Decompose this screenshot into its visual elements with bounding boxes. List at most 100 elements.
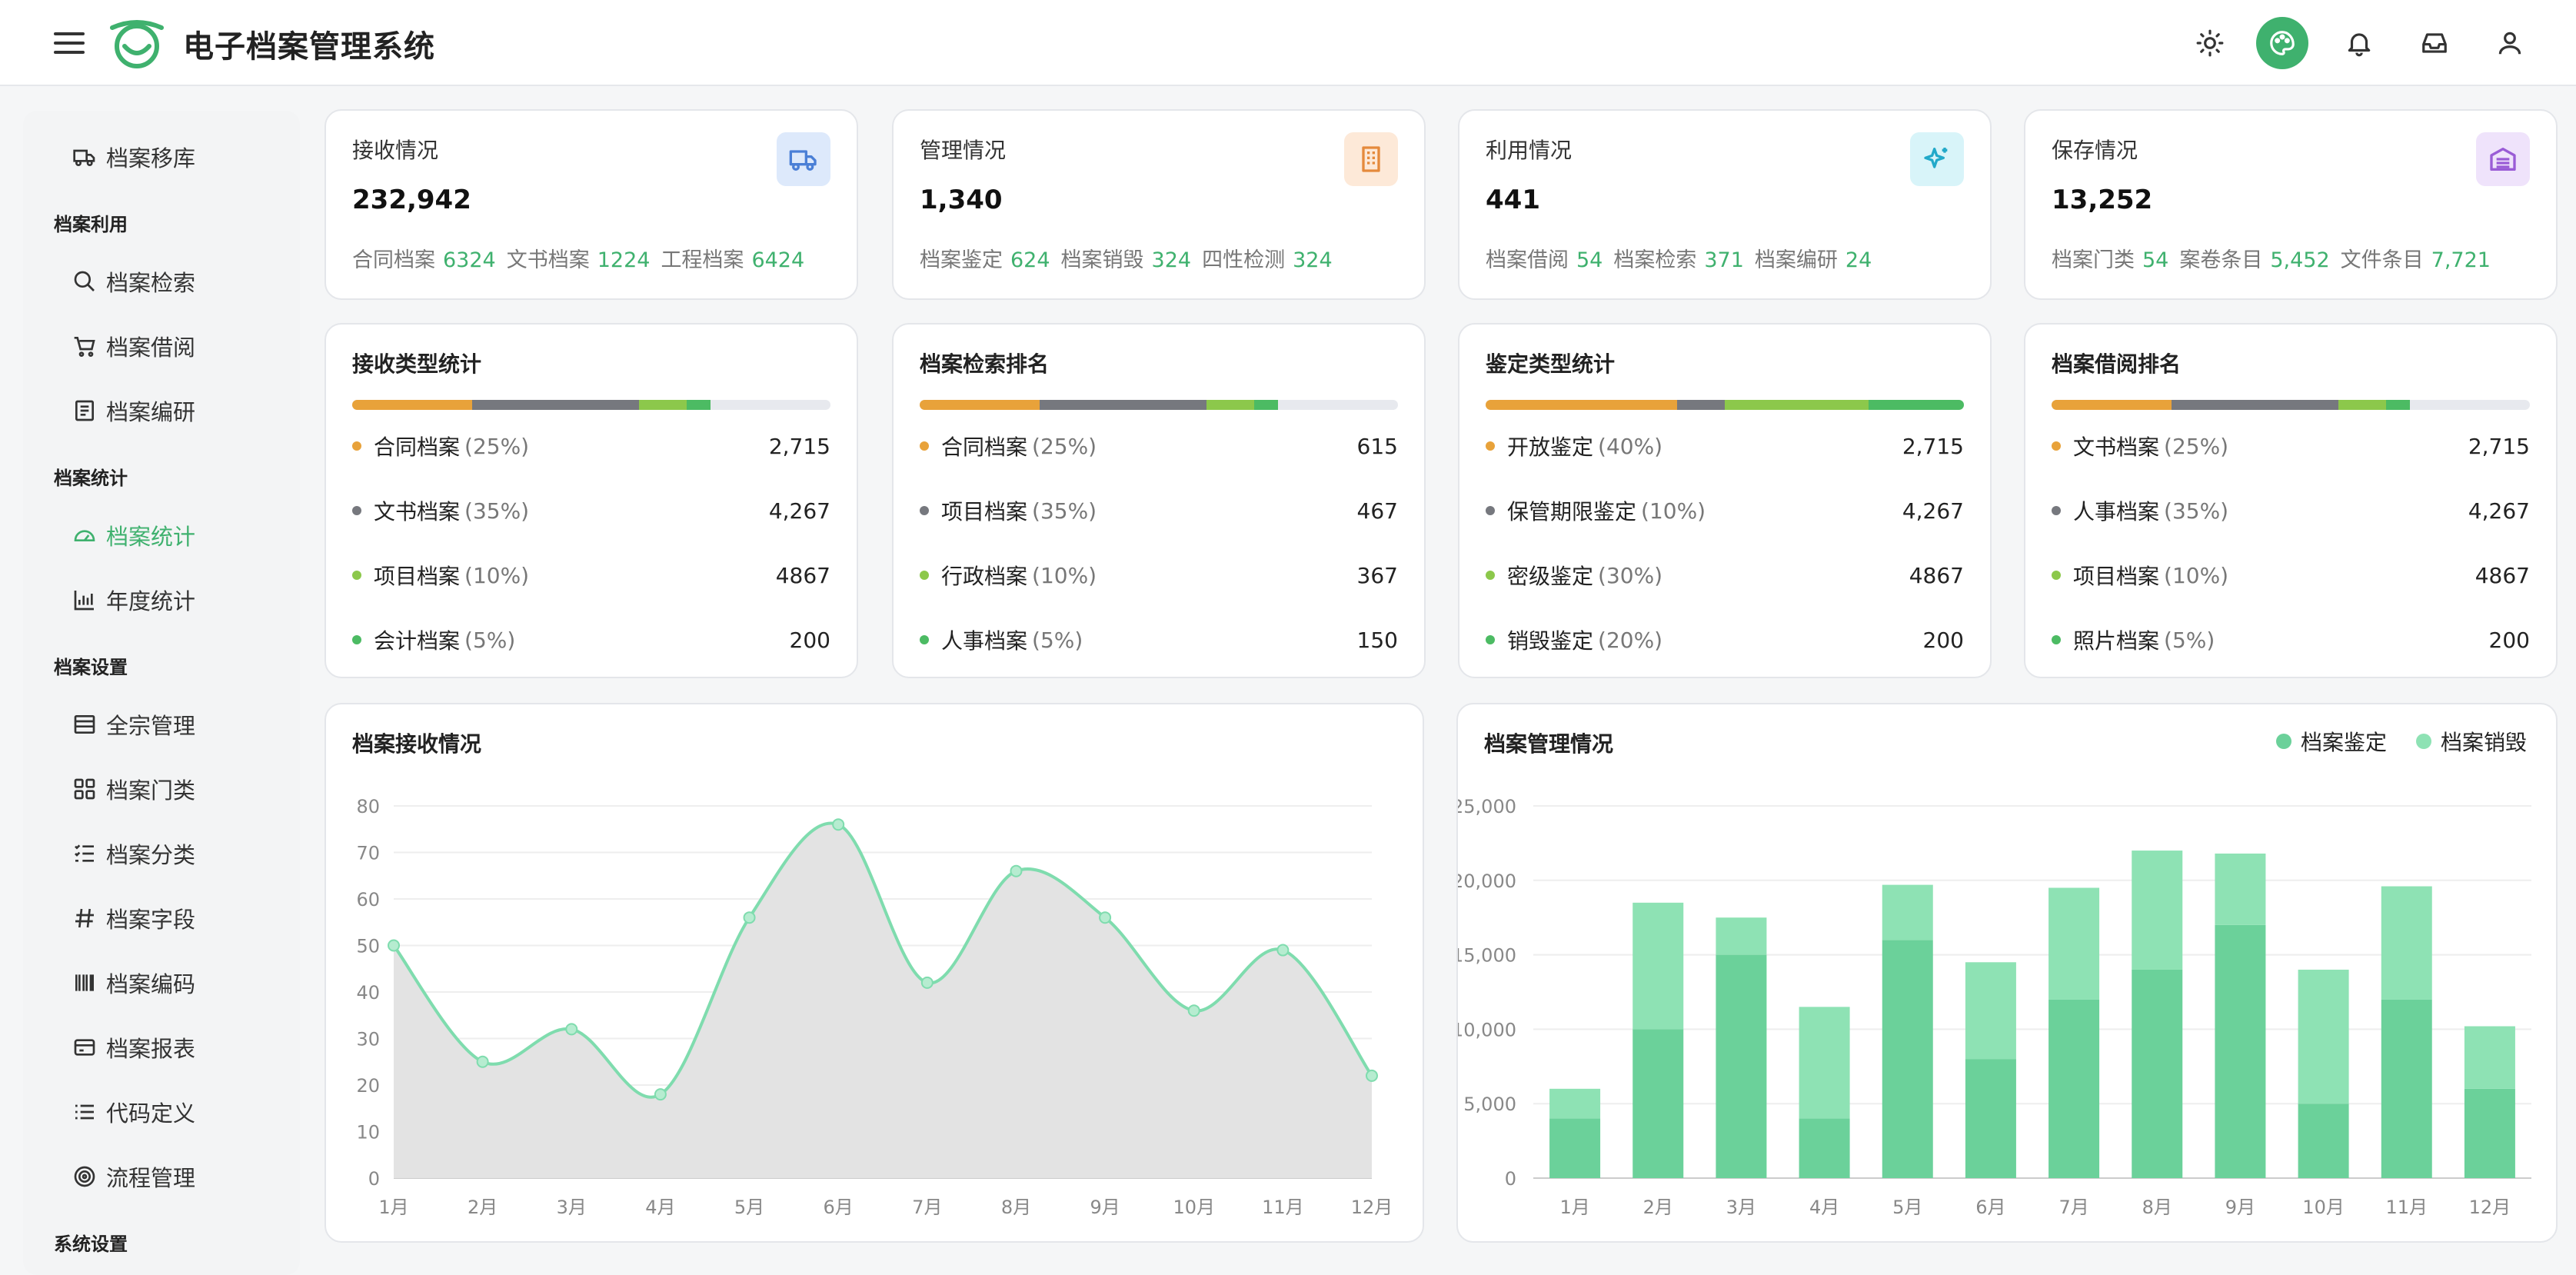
sidebar-item-research[interactable]: 档案编研 bbox=[72, 388, 300, 434]
bar-appraisal[interactable] bbox=[2298, 1104, 2349, 1178]
line-point[interactable] bbox=[1187, 1004, 1200, 1017]
bar-appraisal[interactable] bbox=[1882, 940, 1933, 1178]
summary-card: 接收情况 232,942 合同档案 6324 文书档案 1224 工程档案 6424 bbox=[324, 109, 858, 300]
dot-icon bbox=[352, 635, 361, 644]
line-area bbox=[394, 823, 1372, 1178]
sun-icon[interactable] bbox=[2184, 17, 2236, 69]
line-point[interactable] bbox=[476, 1055, 489, 1068]
bar-appraisal[interactable] bbox=[2381, 999, 2432, 1178]
stat-row: 会计档案 (5%) 200 bbox=[352, 624, 830, 655]
stat-percent: (35%) bbox=[1032, 498, 1097, 524]
y-tick-label: 0 bbox=[368, 1168, 380, 1190]
line-point[interactable] bbox=[565, 1023, 578, 1036]
sidebar-item-fields[interactable]: 档案字段 bbox=[72, 895, 300, 941]
line-point[interactable] bbox=[1366, 1069, 1378, 1082]
bar-destruction[interactable] bbox=[2048, 887, 2100, 1000]
dot-icon bbox=[2052, 571, 2061, 580]
sidebar-item-stats[interactable]: 档案统计 bbox=[72, 512, 300, 558]
bar-destruction[interactable] bbox=[2215, 853, 2266, 925]
bar-destruction[interactable] bbox=[2464, 1026, 2515, 1089]
sidebar-item-reports[interactable]: 档案报表 bbox=[72, 1024, 300, 1070]
line-point[interactable] bbox=[920, 976, 934, 989]
stat-row: 密级鉴定 (30%) 4867 bbox=[1486, 560, 1964, 591]
bar-appraisal[interactable] bbox=[1549, 1118, 1601, 1178]
breakdown-label: 工程档案 bbox=[661, 248, 744, 272]
stat-value: 467 bbox=[1356, 498, 1398, 524]
line-point[interactable] bbox=[1010, 864, 1023, 877]
stat-row: 人事档案 (35%) 4,267 bbox=[2052, 495, 2530, 526]
bar-appraisal[interactable] bbox=[1716, 954, 1767, 1178]
sidebar-item-borrow[interactable]: 档案借阅 bbox=[72, 323, 300, 369]
sidebar-item-annual[interactable]: 年度统计 bbox=[72, 577, 300, 623]
y-tick-label: 80 bbox=[356, 796, 380, 817]
sidebar-group-stats: 档案统计 bbox=[54, 468, 128, 489]
legend-label: 档案销毁 bbox=[2441, 730, 2528, 755]
palette-icon[interactable] bbox=[2256, 17, 2308, 69]
logo-icon bbox=[110, 20, 164, 68]
manage-chart-card: 档案管理情况 档案鉴定 档案销毁 0 5,000 10,000 15,000 20,00… bbox=[1456, 703, 2558, 1243]
stat-value: 4867 bbox=[775, 562, 830, 588]
stat-progress-bar bbox=[920, 400, 1398, 410]
bell-icon[interactable] bbox=[2333, 17, 2385, 69]
legend-item-destruction[interactable]: 档案销毁 bbox=[2416, 726, 2527, 757]
bar-appraisal[interactable] bbox=[2464, 1088, 2515, 1178]
sidebar-item-codes[interactable]: 代码定义 bbox=[72, 1089, 300, 1135]
bar-destruction[interactable] bbox=[2298, 969, 2349, 1104]
bar-destruction[interactable] bbox=[1716, 917, 1767, 955]
stat-label: 销毁鉴定 bbox=[1507, 628, 1594, 654]
app-title: 电子档案管理系统 bbox=[183, 29, 435, 65]
stat-label: 开放鉴定 bbox=[1507, 434, 1594, 460]
stat-row: 合同档案 (25%) 2,715 bbox=[352, 431, 830, 461]
bar-appraisal[interactable] bbox=[1799, 1118, 1850, 1178]
menu-icon[interactable] bbox=[48, 26, 91, 60]
bar-destruction[interactable] bbox=[1965, 962, 2016, 1060]
x-tick-label: 10月 bbox=[1173, 1197, 1215, 1218]
storage-icon bbox=[74, 715, 95, 734]
line-point[interactable] bbox=[832, 818, 845, 831]
sidebar-item-migration[interactable]: 档案移库 bbox=[72, 134, 300, 180]
bar-destruction[interactable] bbox=[1632, 902, 1684, 1030]
line-point[interactable] bbox=[388, 939, 400, 952]
inbox-icon[interactable] bbox=[2408, 17, 2461, 69]
y-tick-label: 15,000 bbox=[1458, 945, 1516, 967]
stat-value: 4,267 bbox=[768, 498, 830, 524]
bar-appraisal[interactable] bbox=[2048, 999, 2100, 1178]
sidebar-item-category[interactable]: 档案门类 bbox=[72, 766, 300, 812]
stat-label: 合同档案 bbox=[374, 434, 461, 460]
line-point[interactable] bbox=[1099, 911, 1112, 924]
sidebar-item-search[interactable]: 档案检索 bbox=[72, 258, 300, 305]
bar-appraisal[interactable] bbox=[2215, 924, 2266, 1178]
bar-destruction[interactable] bbox=[2132, 851, 2183, 970]
sidebar-item-fonds[interactable]: 全宗管理 bbox=[72, 701, 300, 747]
breakdown-value: 54 bbox=[1576, 248, 1603, 272]
dot-icon bbox=[1486, 635, 1495, 644]
legend-item-appraisal[interactable]: 档案鉴定 bbox=[2276, 726, 2387, 757]
user-icon[interactable] bbox=[2484, 17, 2536, 69]
sidebar-item-coding[interactable]: 档案编码 bbox=[72, 960, 300, 1006]
stat-row: 项目档案 (10%) 4867 bbox=[2052, 560, 2530, 591]
progress-segment bbox=[920, 400, 1040, 410]
x-tick-label: 6月 bbox=[824, 1197, 854, 1218]
bar-destruction[interactable] bbox=[1549, 1088, 1601, 1119]
summary-value: 13,252 bbox=[2052, 185, 2153, 215]
bar-destruction[interactable] bbox=[2381, 886, 2432, 1000]
sparkle-icon bbox=[1910, 132, 1964, 186]
bar-appraisal[interactable] bbox=[1632, 1029, 1684, 1178]
progress-segment bbox=[1676, 400, 1725, 410]
bar-appraisal[interactable] bbox=[1965, 1059, 2016, 1178]
stat-label: 项目档案 bbox=[941, 499, 1028, 524]
y-tick-label: 20,000 bbox=[1458, 871, 1516, 892]
stat-title: 鉴定类型统计 bbox=[1486, 351, 1616, 377]
stat-label: 行政档案 bbox=[941, 564, 1028, 589]
bar-destruction[interactable] bbox=[1799, 1007, 1850, 1119]
sidebar-item-workflow[interactable]: 流程管理 bbox=[72, 1153, 300, 1200]
line-point[interactable] bbox=[654, 1088, 667, 1101]
bar-appraisal[interactable] bbox=[2132, 969, 2183, 1178]
sidebar-item-classification[interactable]: 档案分类 bbox=[72, 831, 300, 877]
bar-destruction[interactable] bbox=[1882, 884, 1933, 940]
line-point[interactable] bbox=[1276, 944, 1290, 957]
breakdown-value: 7,721 bbox=[2431, 248, 2491, 272]
dot-icon bbox=[352, 441, 361, 451]
sidebar-item-label: 档案统计 bbox=[106, 524, 196, 550]
line-point[interactable] bbox=[743, 911, 756, 924]
